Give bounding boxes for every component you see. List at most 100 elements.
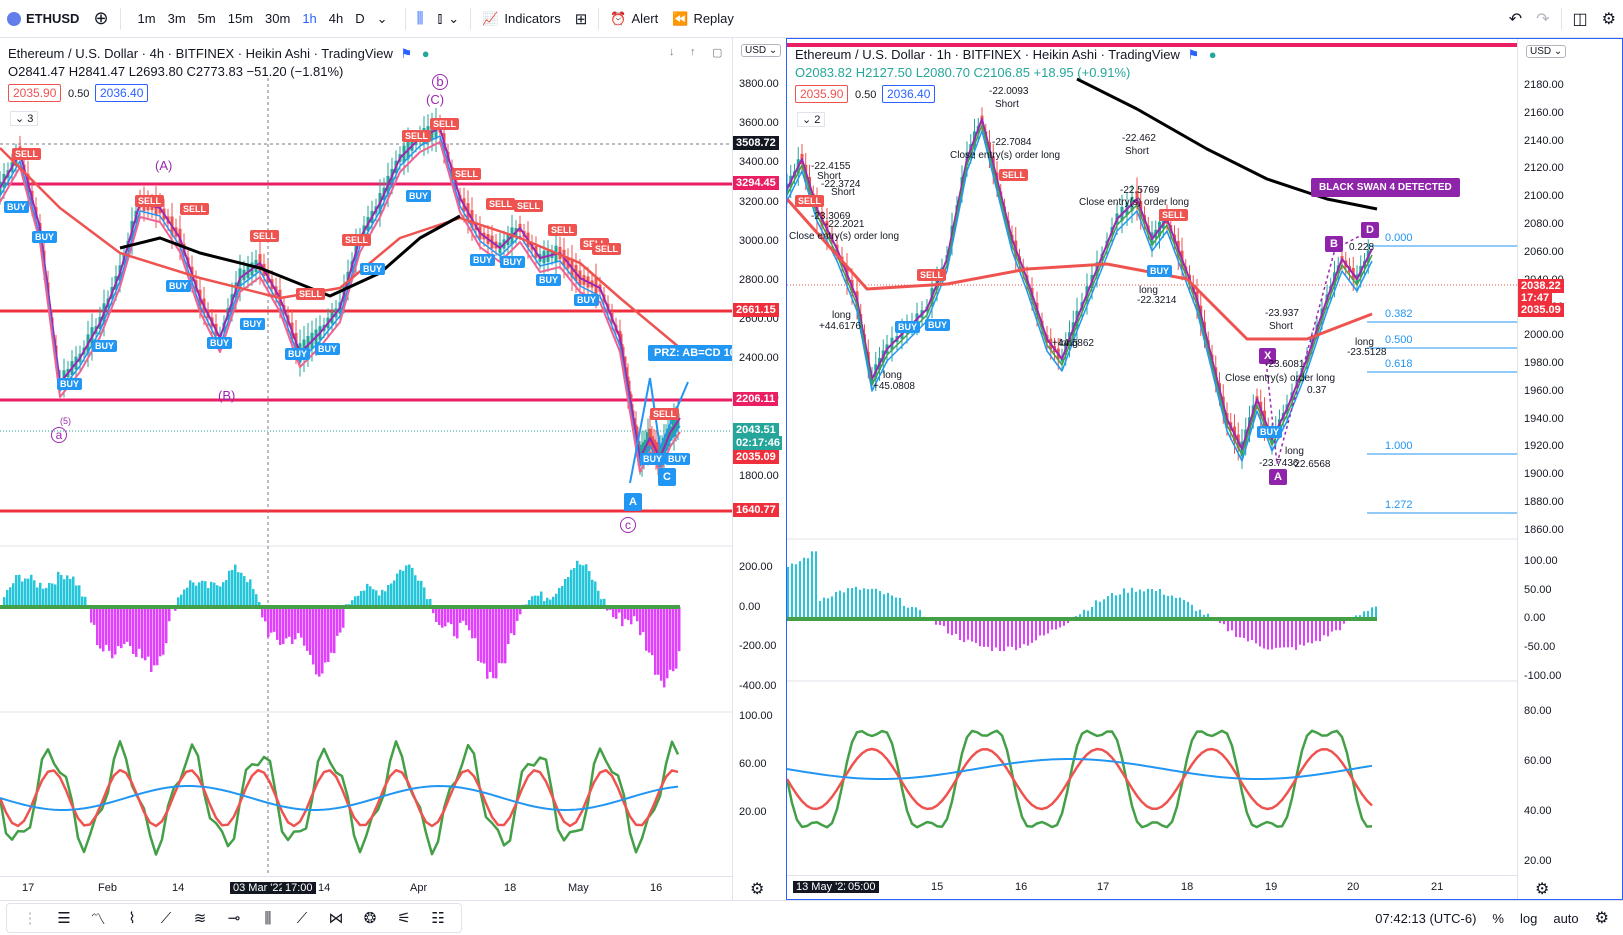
interval-1h[interactable]: 1h xyxy=(302,11,317,26)
buy-signal-tag: BUY xyxy=(574,294,600,306)
split-layout-icon: ◫ xyxy=(1572,10,1588,28)
right-price-tick: 1960.00 xyxy=(1524,384,1564,397)
plus-circle-icon: ⊕ xyxy=(93,8,109,28)
xabcd-pattern-icon[interactable]: ⋈ xyxy=(328,910,344,927)
interval-4h[interactable]: 4h xyxy=(328,11,344,26)
buy-signal-tag: BUY xyxy=(207,337,233,349)
ray-icon[interactable]: ⟋ xyxy=(296,909,308,927)
auto-toggle[interactable]: auto xyxy=(1553,910,1579,926)
osc1-histogram-bar xyxy=(501,607,504,664)
undo-button[interactable]: ↶ xyxy=(1502,0,1529,38)
left-price-tick: 3600.00 xyxy=(739,117,779,130)
right-osc1-tick: 100.00 xyxy=(1524,555,1558,567)
left-time-axis[interactable]: 17 Feb 14 03 Mar '22 17:00 14 Apr 18 May 16 xyxy=(0,876,732,900)
replay-button[interactable]: ⏪ Replay xyxy=(665,0,741,38)
osc1-histogram-bar xyxy=(420,580,423,607)
right-chart-canvas[interactable] xyxy=(787,39,1517,899)
left-indicator-toggle[interactable]: ⌄ 3 xyxy=(10,111,39,126)
gear-icon[interactable]: ⚙ xyxy=(750,881,765,898)
right-currency-selector[interactable]: USD ⌄ xyxy=(1526,45,1567,58)
osc1-histogram-bar xyxy=(1055,619,1057,630)
horizontal-line-icon[interactable]: ⊸ xyxy=(227,910,241,927)
bar-type-button[interactable]: ⫾ ⌄ xyxy=(430,0,466,38)
left-currency-selector[interactable]: USD ⌄ xyxy=(741,44,782,57)
right-price-axis[interactable]: USD ⌄ 2180.00 2160.00 2140.00 2120.00 2100.0… xyxy=(1517,39,1574,899)
trade-note: -22.2021 xyxy=(825,219,865,230)
osc1-histogram-bar xyxy=(645,607,648,651)
sliders-icon[interactable]: ⚟ xyxy=(397,910,411,927)
osc1-histogram-bar xyxy=(9,587,12,607)
interval-5m[interactable]: 5m xyxy=(197,11,216,26)
left-chart-pane[interactable]: Ethereum / U.S. Dollar · 4h · BITFINEX ·… xyxy=(0,38,782,900)
scroll-up-icon[interactable]: ↑ xyxy=(690,46,696,58)
percent-toggle[interactable]: % xyxy=(1492,910,1504,926)
menu-icon[interactable]: ☰ xyxy=(57,910,71,927)
price-level-tag: 1640.77 xyxy=(733,503,779,517)
vertical-lines-icon[interactable]: ⫼ xyxy=(264,909,272,927)
left-price-tick: 3800.00 xyxy=(739,78,779,90)
abc-pattern-icon[interactable]: 〽 xyxy=(90,910,106,928)
osc1-histogram-bar xyxy=(159,607,162,657)
settings-icon[interactable]: ⚙ xyxy=(1594,910,1609,927)
symbol-selector[interactable]: ETHUSD xyxy=(0,0,86,38)
osc1-histogram-bar xyxy=(1283,619,1285,648)
osc1-histogram-bar xyxy=(468,607,471,631)
trade-note: -22.3214 xyxy=(1137,295,1177,306)
indicators-button[interactable]: 📈 Indicators xyxy=(475,0,568,38)
interval-1m[interactable]: 1m xyxy=(137,11,156,26)
interval-15m[interactable]: 15m xyxy=(227,11,254,26)
templates-button[interactable]: ⊞ xyxy=(568,0,595,38)
osc1-histogram-bar xyxy=(951,619,953,636)
left-sell-price-box[interactable]: 2035.90 xyxy=(8,84,62,102)
trade-note: -23.5128 xyxy=(1347,347,1387,358)
osc1-histogram-bar xyxy=(1187,601,1189,619)
wave-count-icon[interactable]: ⌇ xyxy=(128,910,136,927)
osc1-histogram-bar xyxy=(399,569,402,607)
compare-symbol-button[interactable]: ⊕ xyxy=(86,0,115,38)
chart-type-button[interactable]: ⫼ xyxy=(410,0,431,38)
osc1-histogram-bar xyxy=(456,607,459,639)
sell-signal-tag: SELL xyxy=(486,198,516,210)
right-indicator-toggle[interactable]: ⌄ 2 xyxy=(797,112,826,127)
osc1-histogram-bar xyxy=(237,572,240,607)
osc1-histogram-bar xyxy=(264,607,267,622)
left-buy-price-box[interactable]: 2036.40 xyxy=(95,84,149,102)
spiral-icon[interactable]: ❂ xyxy=(363,910,377,927)
alert-button[interactable]: ⏰ Alert xyxy=(603,0,665,38)
settings-button[interactable]: ⚙ xyxy=(1595,0,1623,38)
interval-30m[interactable]: 30m xyxy=(265,11,291,26)
maximize-icon[interactable]: ▢ xyxy=(712,47,723,59)
flag-icon[interactable]: ⚑ xyxy=(400,46,413,61)
right-price-tick: 1940.00 xyxy=(1524,412,1564,425)
left-chart-canvas[interactable] xyxy=(0,38,732,900)
layout-button[interactable]: ◫ xyxy=(1566,0,1595,38)
right-buy-price-box[interactable]: 2036.40 xyxy=(882,85,936,103)
flag-icon[interactable]: ⚑ xyxy=(1187,47,1200,62)
osc1-histogram-bar xyxy=(1027,619,1029,646)
right-chart-pane[interactable]: Ethereum / U.S. Dollar · 1h · BITFINEX ·… xyxy=(786,38,1623,900)
osc1-histogram-bar xyxy=(1311,619,1313,644)
osc1-histogram-bar xyxy=(1111,592,1113,619)
trade-note: long xyxy=(1139,285,1158,296)
interval-3m[interactable]: 3m xyxy=(167,11,186,26)
chevron-down-icon[interactable]: ⌄ xyxy=(376,10,388,26)
osc1-histogram-bar xyxy=(537,595,540,607)
osc1-histogram-bar xyxy=(126,607,129,642)
right-time-axis[interactable]: 13 May '22 05:00 15 16 17 18 19 20 21 xyxy=(787,875,1517,899)
osc1-histogram-bar xyxy=(603,598,606,607)
settings-sliders-icon[interactable]: ☷ xyxy=(431,910,445,927)
osc1-histogram-bar xyxy=(528,600,531,607)
buy-signal-tag: BUY xyxy=(4,201,30,213)
scroll-down-icon[interactable]: ↓ xyxy=(669,46,675,58)
gear-icon[interactable]: ⚙ xyxy=(1535,881,1550,898)
drag-handle-icon[interactable]: ⋮ xyxy=(22,910,38,927)
right-sell-price-box[interactable]: 2035.90 xyxy=(795,85,849,103)
left-price-axis[interactable]: USD ⌄ 3800.00 3600.00 3400.00 3200.00 3000.0… xyxy=(732,38,782,900)
interval-D[interactable]: D xyxy=(355,11,365,26)
osc1-histogram-bar xyxy=(791,563,793,619)
redo-button[interactable]: ↷ xyxy=(1529,0,1556,38)
log-toggle[interactable]: log xyxy=(1519,910,1538,926)
clock-label[interactable]: 07:42:13 (UTC-6) xyxy=(1375,910,1477,926)
channel-icon[interactable]: ≋ xyxy=(193,910,207,927)
trendline-icon[interactable]: ⟋ xyxy=(160,909,172,927)
